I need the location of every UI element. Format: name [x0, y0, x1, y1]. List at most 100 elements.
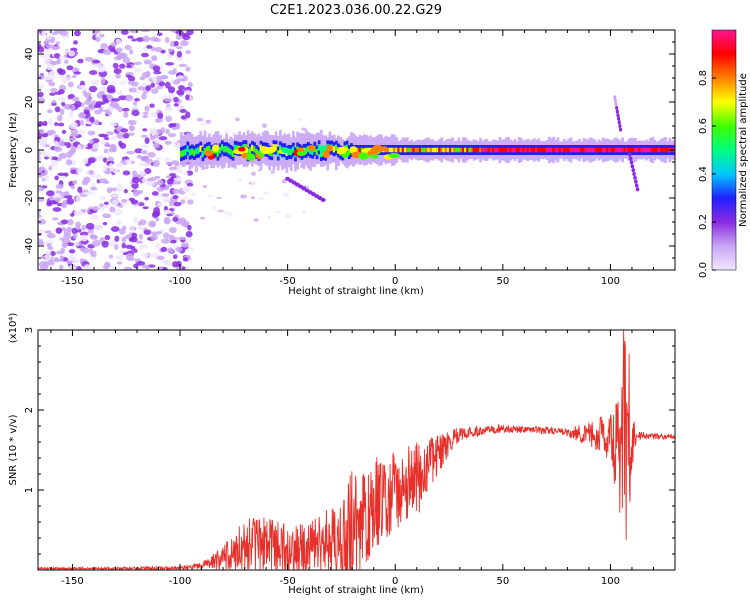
signal-band-core — [595, 147, 599, 153]
signal-band-core — [421, 147, 424, 153]
noise-speckle — [108, 162, 113, 169]
signal-band-core — [279, 145, 282, 152]
signal-band-core — [647, 147, 650, 153]
signal-band-core — [291, 146, 295, 153]
mirror-tail-blob — [618, 124, 622, 128]
signal-band-core — [640, 147, 644, 153]
signal-band-core — [608, 147, 612, 153]
noise-speckle — [162, 232, 170, 239]
noise-speckle — [177, 236, 187, 240]
noise-speckle — [90, 214, 100, 220]
noise-speckle — [83, 191, 91, 196]
signal-blob — [358, 152, 370, 160]
noise-speckle — [145, 85, 152, 91]
noise-speckle — [128, 87, 137, 93]
colorbar-ticks: 0.0 0.2 0.4 0.6 0.8 — [698, 29, 737, 278]
noise-speckle — [66, 242, 75, 247]
noise-speckle — [131, 176, 140, 184]
noise-speckle — [102, 94, 107, 99]
noise-speckle — [38, 242, 45, 246]
noise-speckle — [45, 250, 52, 255]
signal-band-core — [216, 150, 220, 157]
noise-speckle — [169, 79, 175, 84]
noise-speckle — [137, 86, 145, 91]
noise-speckle — [59, 264, 64, 270]
noise-speckle — [125, 64, 132, 69]
noise-speckle — [164, 36, 170, 44]
signal-band-core — [636, 147, 640, 153]
noise-speckle — [153, 137, 161, 144]
signal-band-core — [199, 145, 203, 152]
signal-band-core — [593, 147, 596, 153]
signal-band-core — [535, 147, 538, 153]
signal-band-core — [227, 147, 231, 154]
noise-speckle — [88, 247, 94, 255]
noise-speckle — [112, 62, 119, 69]
signal-band-core — [651, 147, 655, 153]
signal-band-core — [408, 147, 411, 153]
signal-band-core — [558, 147, 562, 153]
noise-speckle — [92, 60, 101, 64]
noise-speckle — [163, 157, 172, 163]
noise-speckle — [51, 31, 58, 36]
noise-speckle — [67, 81, 74, 88]
noise-speckle — [73, 40, 78, 45]
mirror-tail-blob — [617, 120, 621, 125]
noise-speckle — [181, 242, 190, 248]
signal-band-core — [571, 147, 575, 153]
snr-series-line — [38, 330, 675, 570]
noise-speckle — [110, 135, 117, 141]
noise-speckle — [86, 121, 92, 125]
noise-speckle — [108, 239, 117, 247]
noise-speckle — [121, 242, 126, 249]
noise-speckle — [48, 81, 56, 87]
signal-band-core — [631, 147, 635, 153]
noise-speckle — [59, 108, 65, 116]
noise-speckle — [103, 148, 108, 154]
noise-speckle — [137, 225, 144, 231]
signal-band-core — [289, 148, 293, 156]
noise-speckle — [70, 121, 78, 128]
noise-speckle — [132, 170, 138, 176]
noise-speckle — [50, 87, 58, 93]
noise-speckle — [77, 186, 83, 193]
noise-speckle — [51, 217, 59, 221]
signal-band-core — [565, 147, 568, 153]
signal-band-core — [393, 147, 396, 153]
colorbar-tick-label: 0.0 — [698, 262, 709, 278]
noise-speckle — [144, 137, 150, 145]
noise-speckle — [134, 148, 144, 154]
signal-band-core — [567, 147, 571, 153]
signal-band-core — [231, 150, 235, 157]
noise-speckle — [169, 239, 177, 244]
noise-speckle — [112, 167, 118, 174]
noise-speckle — [111, 81, 117, 86]
noise-speckle — [87, 130, 96, 136]
noise-speckle — [39, 128, 45, 135]
noise-speckle — [156, 186, 165, 192]
signal-band-core — [253, 146, 256, 153]
noise-speckle — [113, 68, 122, 75]
noise-speckle — [121, 225, 127, 231]
noise-speckle — [157, 129, 162, 135]
noise-speckle — [178, 63, 187, 68]
noise-speckle — [61, 201, 68, 209]
noise-speckle — [143, 229, 152, 235]
noise-speckle — [176, 50, 183, 58]
noise-speckle — [71, 227, 78, 235]
signal-band-core — [223, 146, 226, 153]
signal-band-core — [623, 147, 627, 153]
x-tick-label: -50 — [279, 576, 295, 587]
signal-band-core — [444, 147, 448, 153]
signal-band-core — [386, 147, 390, 153]
noise-speckle — [39, 54, 45, 58]
signal-band-core — [309, 147, 312, 155]
noise-speckle — [144, 196, 149, 201]
noise-speckle — [157, 202, 164, 207]
mirror-tail-blob — [615, 109, 619, 114]
signal-band-core — [662, 147, 665, 153]
signal-band-core — [399, 147, 403, 153]
noise-speckle — [98, 207, 106, 211]
noise-speckle — [185, 231, 193, 238]
noise-speckle — [180, 199, 186, 205]
